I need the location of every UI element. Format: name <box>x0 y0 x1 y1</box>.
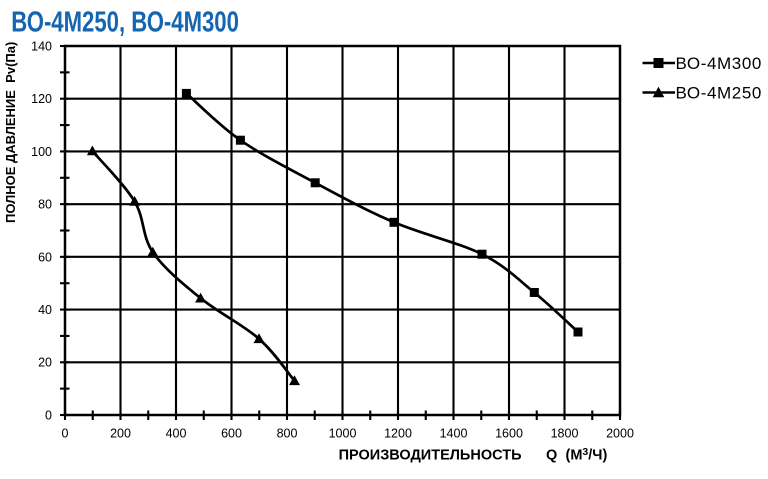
svg-text:ВО-4М300: ВО-4М300 <box>676 54 762 73</box>
svg-text:20: 20 <box>38 356 52 370</box>
svg-text:600: 600 <box>221 427 242 441</box>
svg-text:ВО-4М250, ВО-4М300: ВО-4М250, ВО-4М300 <box>11 7 239 38</box>
svg-text:40: 40 <box>38 303 52 317</box>
svg-text:100: 100 <box>31 145 52 159</box>
svg-text:Q: Q <box>546 448 557 464</box>
svg-text:0: 0 <box>45 408 52 422</box>
svg-text:1200: 1200 <box>384 427 412 441</box>
svg-text:ПОЛНОЕ ДАВЛЕНИЕ Pv(Па): ПОЛНОЕ ДАВЛЕНИЕ Pv(Па) <box>3 42 18 223</box>
svg-text:140: 140 <box>31 39 52 53</box>
svg-text:60: 60 <box>38 250 52 264</box>
svg-text:800: 800 <box>277 427 298 441</box>
svg-text:400: 400 <box>166 427 187 441</box>
svg-text:2000: 2000 <box>606 427 634 441</box>
svg-text:ПРОИЗВОДИТЕЛЬНОСТЬ: ПРОИЗВОДИТЕЛЬНОСТЬ <box>339 448 522 464</box>
svg-text:1400: 1400 <box>440 427 468 441</box>
svg-text:120: 120 <box>31 92 52 106</box>
svg-text:1000: 1000 <box>329 427 357 441</box>
svg-text:1600: 1600 <box>495 427 523 441</box>
svg-text:1800: 1800 <box>551 427 579 441</box>
svg-text:ВО-4М250: ВО-4М250 <box>676 83 762 102</box>
svg-text:0: 0 <box>62 427 69 441</box>
svg-text:80: 80 <box>38 198 52 212</box>
svg-text:(М3/Ч): (М3/Ч) <box>566 446 608 464</box>
svg-text:200: 200 <box>110 427 131 441</box>
